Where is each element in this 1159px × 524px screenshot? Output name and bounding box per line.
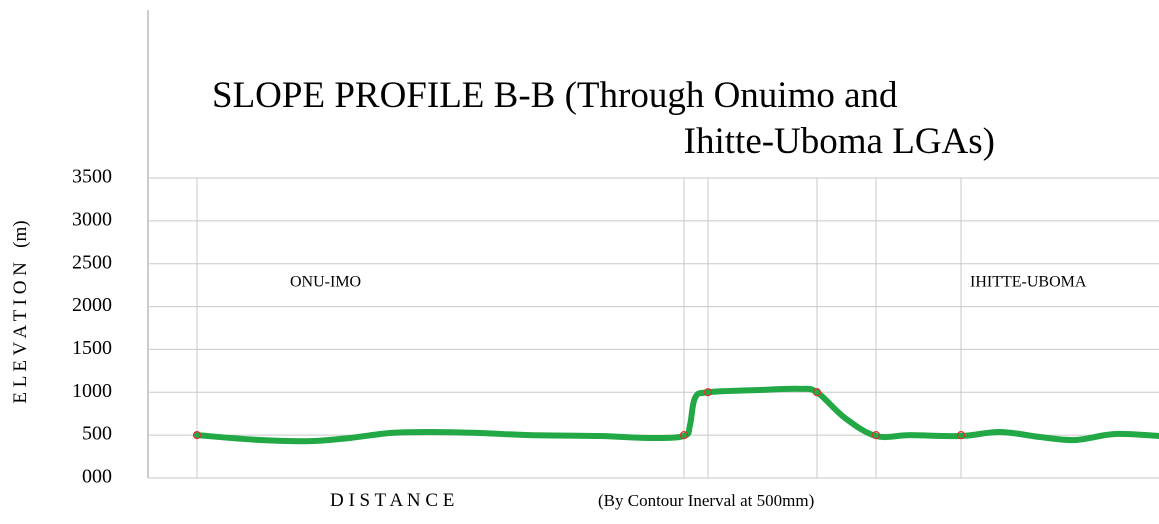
- profile-line: [194, 385, 1159, 445]
- y-tick-label: 3000: [72, 208, 112, 230]
- y-tick-label: 500: [82, 423, 112, 445]
- y-tick-label: 2000: [72, 294, 112, 316]
- chart-title: Ihitte-Uboma LGAs): [684, 121, 995, 162]
- point-marker: [703, 388, 713, 397]
- y-tick-label: 2500: [72, 251, 112, 273]
- chart-title: SLOPE PROFILE B-B (Through Onuimo and: [212, 75, 898, 116]
- point-marker: [871, 431, 881, 440]
- x-axis-label: D I S T A N C E: [330, 490, 454, 511]
- y-tick-label: 000: [82, 466, 112, 488]
- point-marker: [192, 431, 202, 440]
- point-marker: [812, 388, 822, 397]
- annotation: ONU-IMO: [290, 274, 361, 291]
- point-marker: [956, 431, 966, 440]
- annotation: IHITTE-UBOMA: [970, 274, 1087, 291]
- y-axis-label: E L E V A T I O N (m): [10, 220, 31, 403]
- y-tick-label: 1500: [72, 337, 112, 359]
- y-tick-label: 3500: [72, 166, 112, 188]
- x-axis-label: (By Contour Inerval at 500mm): [598, 491, 814, 510]
- y-tick-label: 1000: [72, 380, 112, 402]
- point-marker: [679, 431, 689, 440]
